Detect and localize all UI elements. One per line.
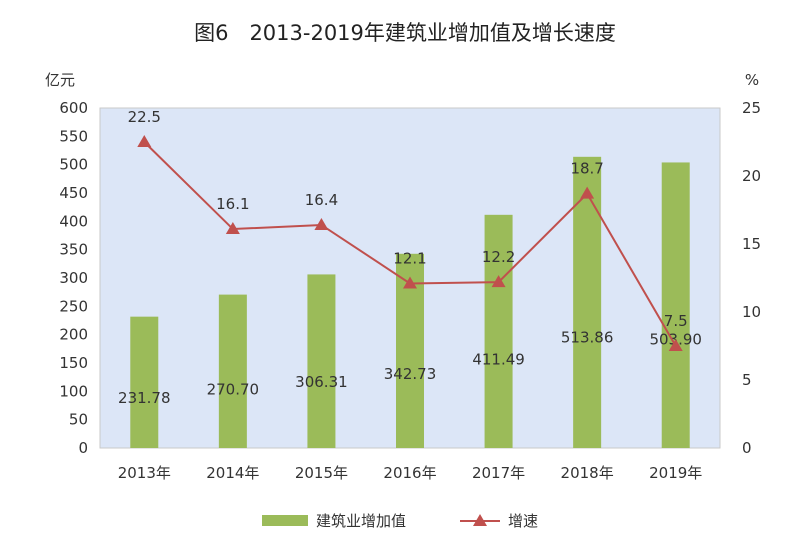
growth-point: [225, 222, 240, 235]
left-tick-label: 350: [59, 241, 88, 259]
right-tick-label: 20: [742, 167, 761, 185]
growth-value-label: 18.7: [570, 160, 603, 178]
bar-value-label: 270.70: [207, 381, 260, 399]
growth-value-label: 22.5: [128, 108, 161, 126]
left-tick-label: 0: [78, 439, 88, 457]
left-tick-label: 200: [59, 326, 88, 344]
right-tick-label: 25: [742, 99, 761, 117]
bar: [484, 214, 513, 448]
x-tick-label: 2013年: [118, 464, 171, 482]
right-tick-label: 0: [742, 439, 752, 457]
left-tick-label: 100: [59, 382, 88, 400]
bar: [661, 162, 690, 448]
x-tick-label: 2015年: [295, 464, 348, 482]
growth-value-label: 12.1: [393, 249, 426, 267]
x-tick-label: 2014年: [206, 464, 259, 482]
bar-series: [130, 156, 690, 448]
bar-labels: 231.78270.70306.31342.73411.49513.86503.…: [118, 328, 702, 407]
left-tick-label: 600: [59, 99, 88, 117]
left-tick-label: 150: [59, 354, 88, 372]
growth-point: [314, 217, 329, 230]
bar-value-label: 306.31: [295, 373, 348, 391]
right-tick-label: 10: [742, 303, 761, 321]
growth-point: [403, 276, 417, 289]
x-tick-label: 2018年: [561, 464, 614, 482]
x-tick-label: 2017年: [472, 464, 525, 482]
growth-point: [491, 275, 506, 288]
bar: [130, 316, 159, 448]
legend-line-label: 增速: [508, 512, 538, 530]
left-tick-label: 400: [59, 212, 88, 230]
legend: 建筑业增加值 增速: [262, 512, 538, 530]
x-tick-label: 2016年: [383, 464, 436, 482]
line-series: [137, 135, 683, 351]
legend-bar-label: 建筑业增加值: [316, 512, 406, 530]
bar-value-label: 231.78: [118, 389, 171, 407]
left-tick-label: 300: [59, 269, 88, 287]
right-tick-label: 5: [742, 371, 752, 389]
left-tick-label: 550: [59, 127, 88, 145]
bar-value-label: 513.86: [561, 328, 614, 346]
growth-point: [580, 186, 595, 199]
bar-value-label: 411.49: [472, 350, 525, 368]
left-axis-unit: 亿元: [45, 71, 75, 89]
left-tick-label: 450: [59, 184, 88, 202]
growth-value-label: 16.4: [305, 191, 338, 209]
chart-title: 图6 2013-2019年建筑业增加值及增长速度: [194, 21, 616, 45]
growth-point: [668, 339, 683, 351]
bar: [573, 156, 602, 448]
growth-value-label: 7.5: [664, 312, 688, 330]
bar: [307, 274, 336, 448]
line-labels: 22.5 16.1 16.4 12.1 12.2 18.7 7.5: [128, 108, 688, 330]
bar-value-label: 342.73: [384, 365, 437, 383]
right-axis: 0 5 10 15 20 25: [742, 99, 761, 457]
x-axis: 2013年 2014年 2015年 2016年 2017年 2018年 2019年: [118, 464, 703, 482]
left-tick-label: 50: [69, 411, 88, 429]
growth-value-label: 16.1: [216, 195, 249, 213]
legend-bar-swatch: [262, 515, 308, 526]
left-tick-label: 250: [59, 297, 88, 315]
growth-value-label: 12.2: [482, 248, 515, 266]
legend-triangle-icon: [473, 514, 487, 526]
growth-point: [137, 135, 152, 147]
left-tick-label: 500: [59, 156, 88, 174]
right-axis-unit: %: [745, 71, 759, 89]
left-axis: 0 50 100 150 200 250 300 350 400 450 500 550 600: [59, 99, 88, 457]
x-tick-label: 2019年: [649, 464, 702, 482]
bar: [218, 294, 247, 448]
right-tick-label: 15: [742, 235, 761, 253]
